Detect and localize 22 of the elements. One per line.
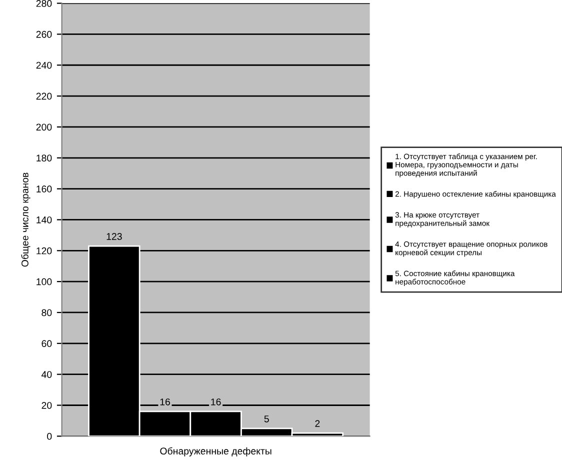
y-tick-label: 140 [36,216,52,224]
y-axis-title: Общее число кранов [21,172,30,267]
data-label: 123 [106,233,122,240]
y-tick-label: 220 [36,92,52,100]
y-tick-label: 260 [36,30,52,38]
y-tick-label: 200 [36,124,52,131]
y-tick-label: 180 [36,154,52,162]
data-label: 5 [264,416,269,422]
y-tick-label: 20 [42,402,52,409]
y-tick-label: 160 [36,186,52,192]
y-tick-label: 40 [42,371,52,378]
data-label: 2 [315,420,320,427]
x-tick-label: Обнаруженные дефекты [160,447,272,456]
y-tick-label: 100 [36,278,52,286]
y-tick-label: 240 [36,62,52,69]
data-label: 16 [211,398,221,406]
y-tick-label: 80 [42,309,52,316]
y-tick-label: 0 [47,432,52,440]
y-tick-label: 280 [36,0,52,7]
data-label: 16 [160,398,170,406]
y-tick-label: 120 [36,247,52,254]
y-tick-label: 60 [42,340,52,348]
